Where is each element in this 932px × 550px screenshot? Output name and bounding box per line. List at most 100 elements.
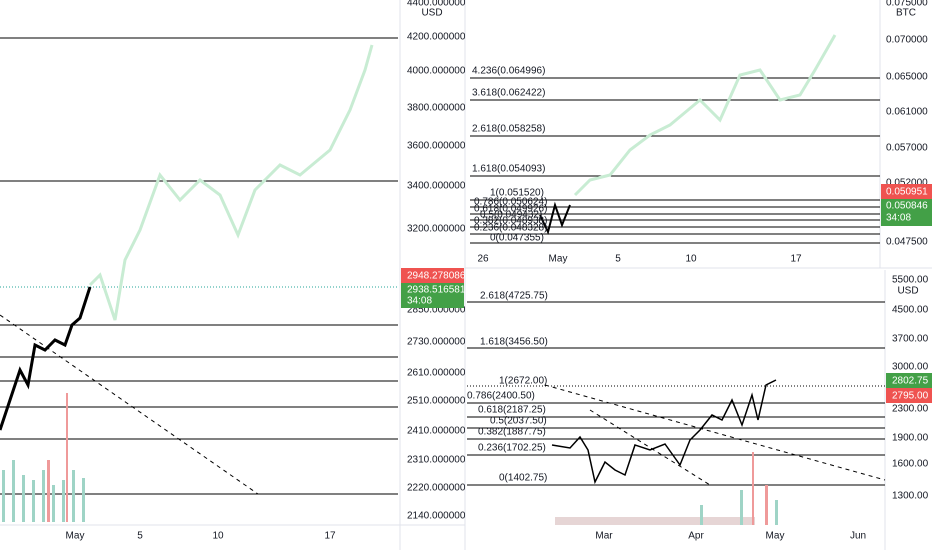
price-label: 4400.000000 (407, 0, 466, 9)
axis-unit: USD (421, 8, 442, 19)
price-label: 1600.00 (892, 459, 929, 470)
price-axis: USD 5500.00 4500.00 3700.00 3000.00 2300… (886, 275, 932, 502)
fib-label: 0.618(2187.25) (478, 405, 546, 416)
tag (881, 199, 932, 226)
time-label: 5 (137, 531, 143, 542)
price-label: 0.061000 (886, 107, 928, 118)
price-label: 2140.000000 (407, 511, 466, 522)
bid-tag: 2802.75 (892, 376, 929, 387)
time-label: Mar (595, 531, 613, 542)
price-label: 2610.000000 (407, 368, 466, 379)
fib-label: 0(1402.75) (499, 473, 547, 484)
fib-label: 1(0.051520) (490, 188, 544, 199)
time-label: May (66, 531, 85, 542)
fib-label: 0.5(2037.50) (490, 416, 547, 427)
time-label: 26 (477, 254, 489, 265)
fib-label: 0.618(0.049926) (474, 204, 547, 215)
fib-label: 0.5(0.049432) (480, 210, 542, 221)
fib-label: 0(0.047355) (490, 233, 544, 244)
price-label: 0.052000 (886, 178, 928, 189)
fib-label: 1.618(0.054093) (472, 164, 545, 175)
time-label: Jun (850, 531, 866, 542)
price-label: 2300.00 (892, 404, 929, 415)
price-label: 3200.000000 (407, 224, 466, 235)
fib-labels: 2.618(4725.75) 1.618(3456.50) 1(2672.00)… (467, 291, 548, 484)
top-right-chart: 4.236(0.064996) 3.618(0.062422) 2.618(0.… (470, 0, 932, 265)
price-label: 3000.00 (892, 362, 929, 373)
price-label: 2730.000000 (407, 337, 466, 348)
time-label: 10 (212, 531, 224, 542)
price-label: 4000.000000 (407, 66, 466, 77)
price-label: 0.075000 (886, 0, 928, 9)
countdown: 34:08 (886, 213, 911, 224)
fib-label: 1(2672.00) (499, 376, 547, 387)
price-label: 0.065000 (886, 72, 928, 83)
countdown: 34:08 (407, 296, 432, 307)
price-label: 3600.000000 (407, 141, 466, 152)
last-tag: 0.050951 (886, 187, 928, 198)
time-label: 17 (324, 531, 336, 542)
price-label: 3700.00 (892, 334, 929, 345)
price-label: 1900.00 (892, 433, 929, 444)
time-label: May (549, 254, 568, 265)
time-axis: Mar Apr May Jun (595, 531, 866, 542)
price-label: 2220.000000 (407, 483, 466, 494)
ghost-path (88, 44, 374, 321)
fib-label: 0.786(0.050624) (474, 197, 547, 208)
tag (401, 268, 464, 283)
price-label: 3400.000000 (407, 181, 466, 192)
levels (0, 37, 398, 495)
fib-labels: 4.236(0.064996) 3.618(0.062422) 2.618(0.… (472, 66, 547, 244)
tag (886, 388, 932, 403)
volume (555, 452, 778, 525)
time-label: 17 (790, 254, 802, 265)
fib-label: 0.236(0.048328) (474, 223, 547, 234)
fib-label: 0.382(0.048938) (474, 216, 547, 227)
price-path (539, 201, 571, 235)
fib-label: 2.618(0.058258) (472, 124, 545, 135)
price-label: 0.070000 (886, 35, 928, 46)
time-axis: 26 May 5 10 17 (477, 254, 802, 265)
fib-label: 0.236(1702.25) (478, 443, 546, 454)
time-axis: May 5 10 17 (66, 531, 336, 542)
time-label: 10 (685, 254, 697, 265)
time-label: May (766, 531, 785, 542)
price-label: 2410.000000 (407, 426, 466, 437)
tag (401, 283, 464, 308)
price-axis: USD 4400.000000 4200.000000 4000.000000 … (401, 0, 466, 522)
price-label: 1300.00 (892, 491, 929, 502)
price-label: 4200.000000 (407, 32, 466, 43)
price-path (551, 379, 777, 485)
tag (886, 373, 932, 388)
ghost-path (573, 34, 837, 197)
price-label: 2850.000000 (407, 305, 466, 316)
price-label: 2310.000000 (407, 455, 466, 466)
volume (2, 393, 85, 522)
last-tag: 2795.00 (892, 391, 929, 402)
levels (470, 77, 880, 244)
left-chart: USD 4400.000000 4200.000000 4000.000000 … (0, 0, 466, 542)
time-label: 5 (615, 254, 621, 265)
price-label: 5500.00 (892, 275, 929, 286)
fib-label: 0.382(1887.75) (478, 427, 546, 438)
price-label: 4500.00 (892, 305, 929, 316)
bid-tag: 2938.516581 (407, 285, 466, 296)
price-label: 0.057000 (886, 143, 928, 154)
bid-tag: 0.050846 (886, 201, 928, 212)
fib-label: 4.236(0.064996) (472, 66, 545, 77)
last-tag: 2948.278086 (407, 271, 466, 282)
price-label: 2510.000000 (407, 396, 466, 407)
trend-line (544, 384, 886, 481)
bottom-right-chart: 2.618(4725.75) 1.618(3456.50) 1(2672.00)… (467, 275, 932, 542)
price-axis: BTC 0.075000 0.070000 0.065000 0.061000 … (881, 0, 932, 248)
price-label: 0.047500 (886, 237, 928, 248)
trend-line (589, 409, 711, 486)
trend-line (0, 314, 259, 495)
time-label: Apr (688, 531, 704, 542)
price-label: 3800.000000 (407, 103, 466, 114)
price-path (0, 286, 92, 431)
fib-label: 1.618(3456.50) (480, 337, 548, 348)
fib-label: 3.618(0.062422) (472, 88, 545, 99)
fib-label: 0.786(2400.50) (467, 391, 535, 402)
